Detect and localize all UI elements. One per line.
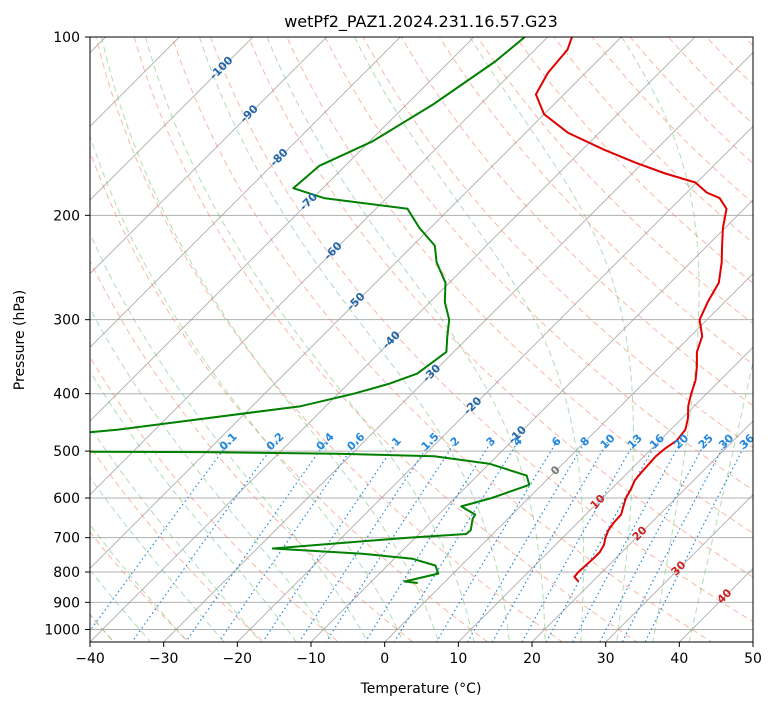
dry-adiabat-line <box>477 37 753 325</box>
moist-adiabat-line <box>90 134 404 642</box>
dry-adiabat-line <box>400 37 753 407</box>
y-tick-label: 300 <box>53 313 80 329</box>
background-lines <box>90 37 753 642</box>
moist-adiabat-line <box>266 37 546 642</box>
mixing-ratio-line <box>364 440 493 642</box>
x-tick-label: −20 <box>223 651 253 667</box>
moist-adiabat-line <box>101 37 440 642</box>
y-tick-label: 1000 <box>44 622 80 638</box>
moist-adiabat-line <box>621 37 700 642</box>
y-tick-label: 800 <box>53 565 80 581</box>
y-tick-label: 500 <box>53 444 80 460</box>
moist-adiabat-line <box>688 359 753 642</box>
y-tick-label: 400 <box>53 387 80 403</box>
isotherm-line <box>90 37 696 642</box>
moist-adiabat-line <box>145 37 475 642</box>
isotherm-line <box>531 420 753 642</box>
isotherm-line <box>90 37 401 348</box>
mixing-ratio-line <box>644 440 748 642</box>
isotherm-line <box>457 346 753 642</box>
moist-adiabat-line <box>90 232 369 642</box>
x-axis-ticks: −40 −30 −20 −10 0 10 20 30 40 50 <box>75 642 762 667</box>
dry-adiabat-line <box>90 356 340 642</box>
y-tick-label: 200 <box>53 208 80 224</box>
isotherm-line <box>90 37 254 201</box>
dewpoint-line <box>90 37 531 584</box>
mixing-ratio-line <box>185 440 328 642</box>
moist-adiabat-line <box>90 370 298 642</box>
mixing-ratio-line <box>325 440 457 642</box>
dry-adiabat-line <box>90 531 190 642</box>
x-tick-label: 50 <box>744 651 762 667</box>
y-tick-label: 700 <box>53 531 80 547</box>
isotherm-line <box>236 125 753 642</box>
x-axis-label: Temperature (°C) <box>360 681 482 697</box>
isotherm-line <box>605 494 753 642</box>
isotherm-line <box>310 199 753 642</box>
mixing-ratio-line <box>131 440 278 642</box>
mixing-ratio-line <box>621 440 728 642</box>
x-tick-label: 0 <box>380 651 389 667</box>
moist-adiabat-line <box>469 37 634 642</box>
chart-title: wetPf2_PAZ1.2024.231.16.57.G23 <box>284 12 558 32</box>
y-tick-label: 600 <box>53 491 80 507</box>
y-tick-label: 900 <box>53 595 80 611</box>
mixing-ratio-line <box>435 440 558 642</box>
mixing-ratio-line <box>599 440 707 642</box>
isotherm-line <box>90 37 328 275</box>
y-axis-label: Pressure (hPa) <box>12 290 28 390</box>
x-tick-label: −10 <box>296 651 326 667</box>
x-tick-label: −30 <box>149 651 179 667</box>
plot-frame <box>89 36 754 643</box>
x-tick-label: 30 <box>597 651 615 667</box>
dry-adiabat-line <box>171 37 713 642</box>
isotherm-line <box>90 37 622 569</box>
sounding-lines <box>90 37 728 584</box>
x-tick-label: −40 <box>75 651 105 667</box>
y-axis-ticks: 100 200 300 400 500 600 700 800 900 1000 <box>44 30 90 638</box>
moist-adiabat-line <box>90 307 333 642</box>
y-tick-label: 100 <box>53 30 80 46</box>
dry-adiabat-line <box>286 37 753 534</box>
mixing-ratio-line <box>393 440 520 642</box>
x-tick-label: 20 <box>523 651 541 667</box>
dry-adiabat-line <box>133 37 638 642</box>
isotherm-line <box>90 37 475 422</box>
moist-adiabat-line <box>353 37 585 642</box>
x-tick-label: 10 <box>449 651 467 667</box>
dry-adiabat-line <box>90 445 265 642</box>
moist-adiabat-line <box>90 613 115 642</box>
mixing-ratio-line <box>572 440 683 642</box>
mixing-ratio-line <box>298 440 432 642</box>
isotherm-line <box>163 52 753 642</box>
dry-adiabat-line <box>95 37 564 642</box>
isotherm-line <box>384 273 753 642</box>
dry-adiabat-line <box>248 37 753 578</box>
moist-adiabat-line <box>90 569 152 642</box>
moist-adiabat-line <box>90 476 225 642</box>
mixing-ratio-line <box>90 440 231 632</box>
isotherm-line <box>90 37 549 496</box>
x-tick-label: 40 <box>670 651 688 667</box>
dry-adiabat-line <box>209 37 753 623</box>
dry-adiabat-line <box>90 259 414 642</box>
temperature-line <box>534 37 728 583</box>
dry-adiabat-line <box>438 37 753 366</box>
